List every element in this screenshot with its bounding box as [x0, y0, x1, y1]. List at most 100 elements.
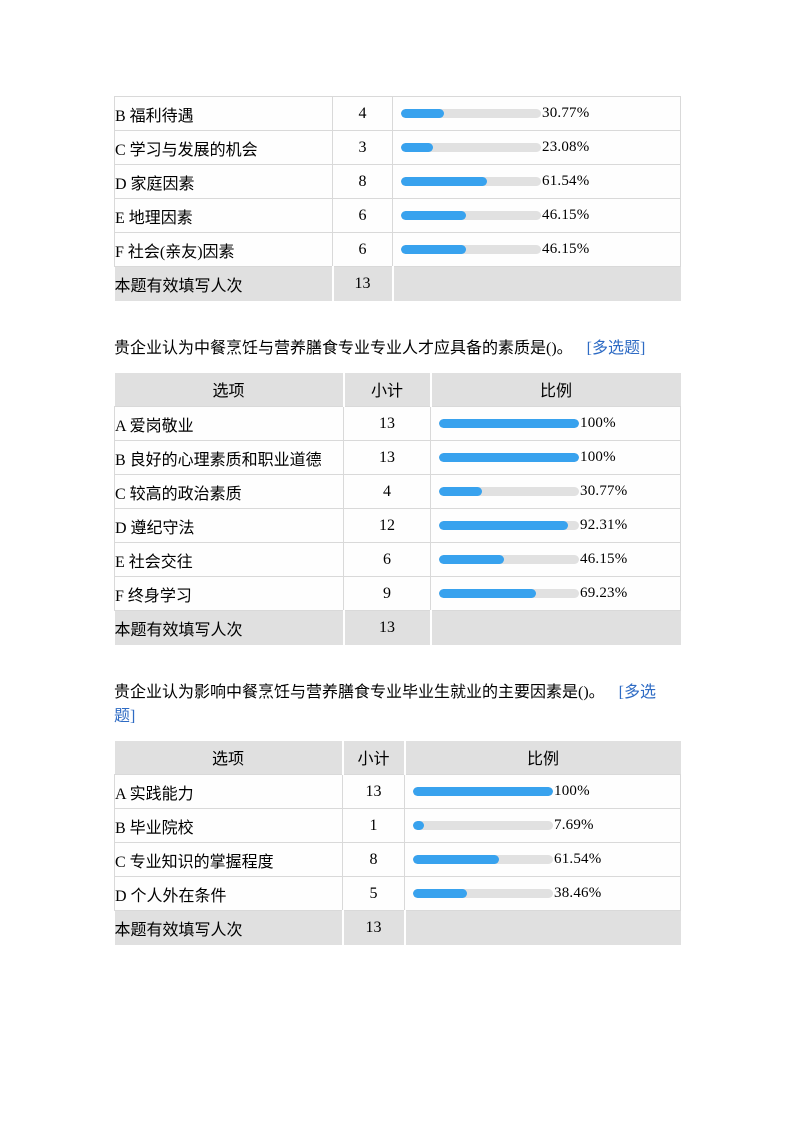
percent-label: 38.46% [554, 885, 602, 901]
table-row: B 良好的心理素质和职业道德 13 100% [114, 440, 681, 475]
progress-bar-track [439, 555, 579, 564]
table-footer-row: 本题有效填写人次 13 [114, 910, 681, 945]
progress-bar-track [401, 211, 541, 220]
progress-bar-track [401, 245, 541, 254]
table-row: C 专业知识的掌握程度 8 61.54% [114, 842, 681, 877]
table-row: D 遵纪守法 12 92.31% [114, 508, 681, 543]
option-label: A 实践能力 [114, 774, 343, 809]
count-value: 6 [332, 198, 393, 233]
question-type-tag: [多选题] [586, 339, 646, 357]
ratio-cell: 100% [404, 774, 681, 809]
footer-count: 13 [332, 266, 394, 301]
progress-bar-fill [401, 245, 466, 254]
table-row: C 学习与发展的机会 3 23.08% [114, 130, 681, 165]
progress-bar-track [413, 787, 553, 796]
progress-bar-fill [401, 177, 488, 186]
table-row: D 个人外在条件 5 38.46% [114, 876, 681, 911]
progress-bar-track [401, 109, 541, 118]
count-value: 13 [343, 406, 431, 441]
progress-bar-fill [413, 787, 553, 796]
progress-bar-track [413, 889, 553, 898]
percent-label: 23.08% [542, 139, 590, 155]
count-value: 1 [342, 808, 405, 843]
progress-bar-track [401, 177, 541, 186]
percent-label: 100% [580, 415, 616, 431]
header-count: 小计 [343, 372, 432, 407]
progress-bar-fill [439, 487, 483, 496]
ratio-cell: 23.08% [392, 130, 681, 165]
progress-bar-track [413, 855, 553, 864]
progress-bar-fill [439, 419, 579, 428]
count-value: 9 [343, 576, 431, 611]
progress-bar-fill [401, 143, 434, 152]
percent-label: 7.69% [554, 817, 594, 833]
ratio-cell: 46.15% [430, 542, 681, 577]
progress-bar-track [439, 487, 579, 496]
progress-bar-fill [439, 589, 536, 598]
progress-bar-fill [439, 453, 579, 462]
count-value: 4 [343, 474, 431, 509]
footer-empty-cell [404, 910, 681, 945]
table-row: F 社会(亲友)因素 6 46.15% [114, 232, 681, 267]
footer-count: 13 [342, 910, 406, 945]
footer-label: 本题有效填写人次 [114, 910, 344, 945]
progress-bar-fill [439, 555, 504, 564]
footer-empty-cell [392, 266, 681, 301]
option-label: D 家庭因素 [114, 164, 333, 199]
header-ratio: 比例 [404, 740, 681, 775]
header-option: 选项 [114, 740, 344, 775]
option-label: B 毕业院校 [114, 808, 343, 843]
table-row: F 终身学习 9 69.23% [114, 576, 681, 611]
percent-label: 61.54% [554, 851, 602, 867]
count-value: 13 [342, 774, 405, 809]
percent-label: 30.77% [580, 483, 628, 499]
footer-count: 13 [343, 610, 432, 645]
ratio-cell: 100% [430, 406, 681, 441]
count-value: 13 [343, 440, 431, 475]
table-row: B 毕业院校 1 7.69% [114, 808, 681, 843]
progress-bar-fill [413, 889, 467, 898]
table-footer-row: 本题有效填写人次 13 [114, 266, 681, 301]
count-value: 3 [332, 130, 393, 165]
result-table-1: B 福利待遇 4 30.77% C 学习与发展的机会 3 [114, 96, 681, 301]
progress-bar-track [439, 453, 579, 462]
count-value: 12 [343, 508, 431, 543]
percent-label: 46.15% [542, 241, 590, 257]
table-footer-row: 本题有效填写人次 13 [114, 610, 681, 645]
ratio-cell: 7.69% [404, 808, 681, 843]
ratio-cell: 61.54% [392, 164, 681, 199]
percent-label: 61.54% [542, 173, 590, 189]
progress-bar-fill [401, 211, 466, 220]
table-row: E 地理因素 6 46.15% [114, 198, 681, 233]
count-value: 5 [342, 876, 405, 911]
question-text: 贵企业认为影响中餐烹饪与营养膳食专业毕业生就业的主要因素是()。 [114, 683, 605, 701]
result-table-3: 选项 小计 比例 A 实践能力 13 100% B 毕业院校 [114, 740, 681, 945]
ratio-cell: 100% [430, 440, 681, 475]
progress-bar-fill [413, 821, 424, 830]
progress-bar-fill [413, 855, 500, 864]
percent-label: 46.15% [542, 207, 590, 223]
table-row: A 实践能力 13 100% [114, 774, 681, 809]
count-value: 6 [332, 232, 393, 267]
progress-bar-fill [401, 109, 445, 118]
table-row: A 爱岗敬业 13 100% [114, 406, 681, 441]
percent-label: 100% [580, 449, 616, 465]
option-label: D 个人外在条件 [114, 876, 343, 911]
option-label: E 地理因素 [114, 198, 333, 233]
report-content: B 福利待遇 4 30.77% C 学习与发展的机会 3 [114, 96, 681, 945]
ratio-cell: 46.15% [392, 198, 681, 233]
ratio-cell: 69.23% [430, 576, 681, 611]
footer-label: 本题有效填写人次 [114, 266, 334, 301]
table-header-row: 选项 小计 比例 [114, 372, 681, 407]
option-label: C 较高的政治素质 [114, 474, 344, 509]
question-title: 贵企业认为中餐烹饪与营养膳食专业专业人才应具备的素质是()。 [多选题] [114, 337, 681, 361]
ratio-cell: 61.54% [404, 842, 681, 877]
question-type-tag: [多选题] [114, 683, 657, 725]
header-count: 小计 [342, 740, 406, 775]
count-value: 8 [332, 164, 393, 199]
header-option: 选项 [114, 372, 345, 407]
option-label: E 社会交往 [114, 542, 344, 577]
table-row: C 较高的政治素质 4 30.77% [114, 474, 681, 509]
option-label: D 遵纪守法 [114, 508, 344, 543]
progress-bar-fill [439, 521, 569, 530]
